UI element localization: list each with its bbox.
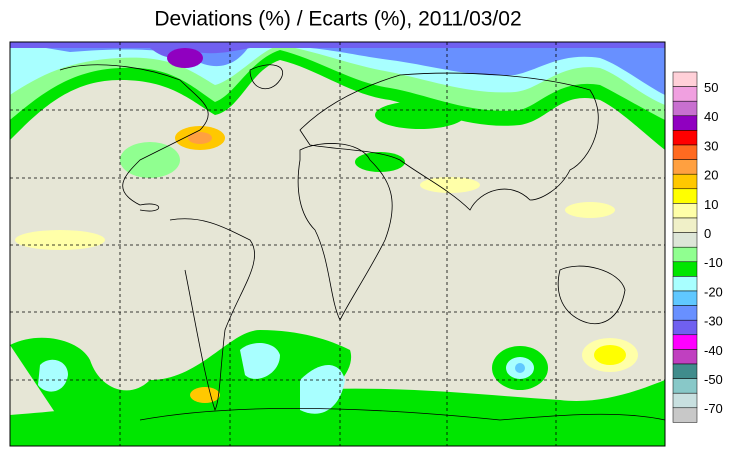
- colorbar-label: 40: [704, 109, 718, 124]
- color-swatch: [672, 276, 698, 292]
- color-swatch: [672, 334, 698, 350]
- color-swatch: [672, 115, 698, 131]
- color-swatch: [672, 203, 698, 219]
- color-swatch: [672, 246, 698, 263]
- color-swatch: [672, 319, 698, 336]
- colorbar-label: -20: [704, 284, 723, 299]
- colorbar-label: 20: [704, 168, 718, 183]
- color-swatch: [672, 159, 698, 175]
- map: [9, 41, 666, 447]
- color-swatch: [672, 144, 698, 160]
- color-swatch: [672, 392, 698, 409]
- color-swatch: [672, 188, 698, 204]
- color-swatch: [672, 130, 698, 146]
- colorbar-label: -40: [704, 343, 723, 358]
- color-swatch: [672, 290, 698, 306]
- color-swatch: [672, 305, 698, 321]
- color-swatch: [672, 261, 698, 277]
- colorbar-label: -70: [704, 401, 723, 416]
- color-swatch: [672, 100, 698, 117]
- colorbar-label: 10: [704, 197, 718, 212]
- color-swatch: [672, 232, 698, 248]
- color-swatch: [672, 217, 698, 233]
- color-swatch: [672, 349, 698, 365]
- colorbar-label: -30: [704, 314, 723, 329]
- color-swatch: [672, 71, 698, 87]
- colorbar-label: 30: [704, 138, 718, 153]
- color-swatch: [672, 363, 698, 379]
- colorbar: 50 40 30 20 10 0 -10 -20 -30 -40 -50 -70: [672, 71, 723, 423]
- color-swatch: [672, 407, 698, 423]
- color-swatch: [672, 378, 698, 394]
- color-swatch: [672, 173, 698, 190]
- colorbar-label: 0: [704, 226, 711, 241]
- color-swatch: [672, 86, 698, 102]
- colorbar-label: -50: [704, 372, 723, 387]
- colorbar-label: -10: [704, 255, 723, 270]
- title: Deviations (%) / Ecarts (%), 2011/03/02: [154, 8, 521, 31]
- colorbar-label: 50: [704, 80, 718, 95]
